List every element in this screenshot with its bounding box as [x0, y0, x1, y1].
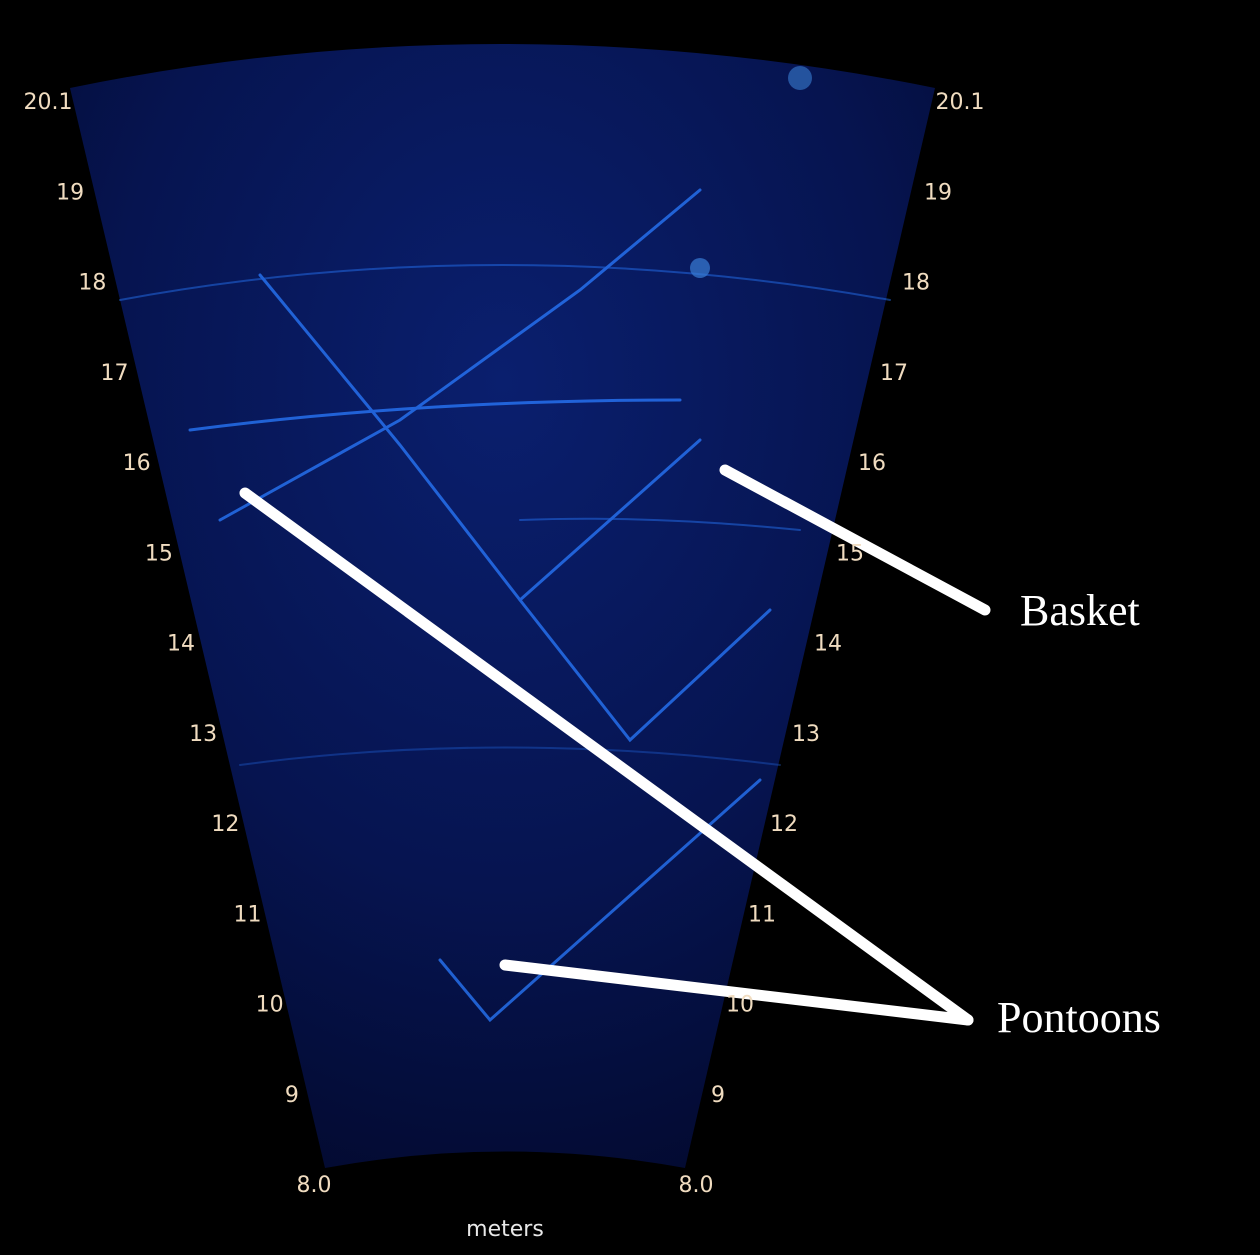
range-label-left: 14 [167, 632, 195, 657]
range-label-right: 16 [858, 451, 886, 476]
range-label-left: 9 [285, 1083, 299, 1108]
range-label-right: 19 [924, 180, 952, 205]
sonar-view: Basket Pontoons meters 20.1 20.1 19 19 18 18 1… [0, 0, 1260, 1255]
range-label-right: 13 [792, 722, 820, 747]
range-label-right: 11 [748, 902, 776, 927]
range-label-right: 15 [836, 541, 864, 566]
range-label-right: 9 [711, 1083, 725, 1108]
annotation-label: Basket [1020, 586, 1140, 635]
echo-spot [788, 66, 812, 90]
range-label-left: 16 [123, 451, 151, 476]
range-label-right: 14 [814, 632, 842, 657]
range-label-right: 17 [880, 361, 908, 386]
annotation-label: Pontoons [997, 993, 1161, 1042]
range-label-left: 20.1 [24, 90, 73, 115]
range-label-right: 18 [902, 271, 930, 296]
echo-spot [690, 258, 710, 278]
page: {"range_labels": ["20.1", "19", "18", "1… [0, 0, 1260, 1255]
range-label-left: 15 [145, 541, 173, 566]
range-label-right: 12 [770, 812, 798, 837]
range-label-left: 19 [56, 180, 84, 205]
range-label-left: 10 [256, 993, 284, 1018]
range-label-left: 13 [189, 722, 217, 747]
range-label-left: 11 [234, 902, 262, 927]
range-label-left: 8.0 [297, 1173, 332, 1198]
range-label-left: 17 [101, 361, 129, 386]
range-label-left: 12 [211, 812, 239, 837]
range-label-left: 18 [78, 271, 106, 296]
unit-label: meters [466, 1217, 544, 1242]
range-label-right: 8.0 [679, 1173, 714, 1198]
range-label-right: 10 [726, 993, 754, 1018]
range-label-right: 20.1 [936, 90, 985, 115]
